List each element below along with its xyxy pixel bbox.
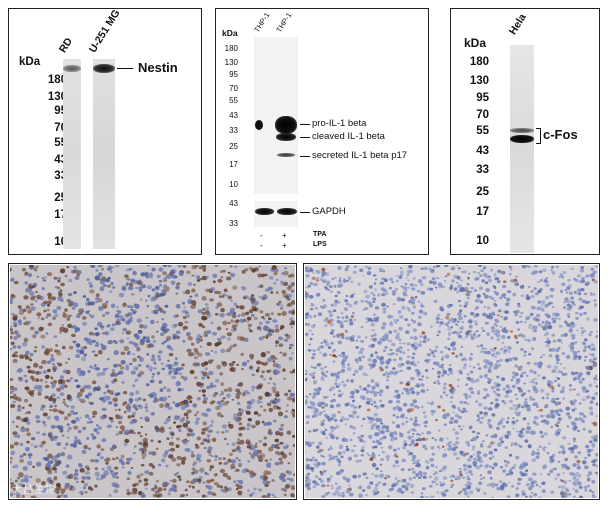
mw-marker: 180	[469, 56, 489, 68]
western-blot-nestin-panel: kDa RD U-251 MG 180 130 95 70 55 43 33 2…	[8, 8, 202, 255]
mw-marker: 95	[229, 70, 238, 79]
lane-label-hela: Hela	[506, 11, 529, 37]
mw-marker: 180	[47, 74, 67, 86]
mw-marker: 17	[229, 160, 238, 169]
secreted-il1b-label: secreted IL-1 beta p17	[312, 150, 408, 161]
mw-marker: 43	[229, 199, 238, 208]
lane-label-u251mg: U-251 MG	[86, 7, 123, 55]
treatment-sign-lane1: -	[260, 231, 263, 240]
treatment-sign-lane2: +	[282, 231, 287, 240]
treatment-label-tpa: TPA	[313, 231, 327, 238]
cfos-band-bracket	[536, 128, 541, 144]
kda-unit-label: kDa	[222, 28, 238, 38]
mw-marker: 43	[229, 111, 238, 120]
kda-unit-label: kDa	[19, 56, 41, 68]
nestin-band-label: Nestin	[138, 60, 178, 75]
lane-label-rd: RD	[56, 35, 76, 55]
secreted-il1b-p17-band	[277, 153, 295, 157]
band-pointer-line	[300, 137, 310, 138]
mw-marker: 95	[476, 92, 489, 104]
gapdh-band	[277, 208, 297, 215]
mw-marker: 43	[476, 145, 489, 157]
mw-marker: 180	[224, 44, 238, 53]
lane-label-thp1: THP-1	[274, 10, 294, 34]
treatment-sign-lane1: -	[260, 241, 263, 250]
band-pointer-line	[117, 68, 133, 69]
mw-marker: 10	[229, 180, 238, 189]
mw-marker: 70	[229, 84, 238, 93]
blot-lane-u251mg	[93, 59, 115, 249]
blot-lane-hela	[510, 45, 534, 253]
pro-il1b-label: pro-IL-1 beta	[312, 118, 367, 129]
treatment-label-lps: LPS	[313, 241, 327, 248]
ihc-tissue-image	[305, 265, 598, 498]
nestin-band	[93, 64, 115, 73]
band-pointer-line	[300, 156, 310, 157]
mw-marker: 17	[476, 206, 489, 218]
treatment-sign-lane2: +	[282, 241, 287, 250]
pro-il1b-band	[275, 116, 297, 134]
lane-label-thp1: THP-1	[252, 10, 272, 34]
mw-marker: 25	[476, 186, 489, 198]
blot-membrane-il1b	[254, 37, 298, 194]
mw-marker: 70	[476, 109, 489, 121]
ihc-tissue-image	[10, 265, 295, 498]
watermark: 大晶生物	[12, 485, 56, 496]
ihc-micrograph-right	[303, 263, 600, 500]
ihc-micrograph-left: 大晶生物	[8, 263, 297, 500]
mw-marker: 130	[469, 75, 489, 87]
western-blot-cfos-panel: kDa Hela 180 130 95 70 55 43 33 25 17 10…	[450, 8, 600, 255]
cfos-band-label: c-Fos	[543, 127, 578, 142]
western-blot-il1b-panel: kDa THP-1 THP-1 180 130 95 70 55 43 33 2…	[215, 8, 429, 255]
cleaved-il1b-label: cleaved IL-1 beta	[312, 131, 385, 142]
band-pointer-line	[300, 212, 310, 213]
mw-marker: 25	[229, 142, 238, 151]
mw-marker: 130	[47, 91, 67, 103]
cleaved-il1b-band	[276, 133, 296, 141]
mw-marker: 33	[229, 219, 238, 228]
mw-marker: 55	[476, 125, 489, 137]
gapdh-band	[255, 208, 274, 215]
blot-lane-rd	[63, 59, 81, 249]
mw-marker: 130	[224, 58, 238, 67]
gapdh-label: GAPDH	[312, 206, 346, 217]
mw-marker: 55	[229, 96, 238, 105]
mw-marker: 33	[229, 126, 238, 135]
cfos-band-lower	[510, 135, 534, 143]
pro-il1b-band	[255, 120, 263, 130]
mw-marker: 10	[476, 235, 489, 247]
mw-marker: 33	[476, 164, 489, 176]
band-pointer-line	[300, 124, 310, 125]
kda-unit-label: kDa	[464, 36, 487, 50]
cfos-band-upper	[510, 128, 534, 133]
nestin-band	[63, 65, 81, 72]
